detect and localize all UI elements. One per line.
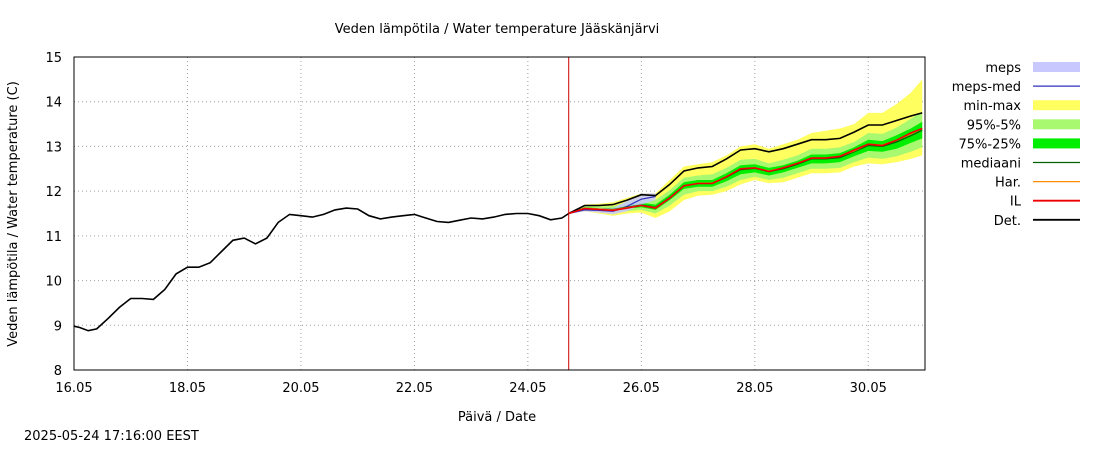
legend-label-har: Har. <box>995 176 1021 191</box>
legend-label-meps-med: meps-med <box>952 80 1021 95</box>
x-tick-label: 18.05 <box>169 381 206 396</box>
y-tick-label: 15 <box>45 51 62 66</box>
x-axis-label: Päivä / Date <box>458 410 536 425</box>
legend-swatch-meps <box>1033 62 1080 72</box>
axes: 16.05 18.05 20.05 22.05 24.05 26.05 28.05 30.05… <box>45 51 926 396</box>
y-tick-label: 12 <box>45 185 62 200</box>
x-tick-label: 20.05 <box>282 381 319 396</box>
y-tick-label: 11 <box>45 230 62 245</box>
y-tick-label: 14 <box>45 96 62 111</box>
legend-label-mediaani: mediaani <box>961 157 1021 172</box>
chart-title: Veden lämpötila / Water temperature Jääs… <box>335 22 660 37</box>
x-tick-label: 16.05 <box>55 381 92 396</box>
x-tick-label: 24.05 <box>509 381 546 396</box>
x-tick-label: 30.05 <box>850 381 887 396</box>
x-tick-label: 26.05 <box>623 381 660 396</box>
band-p95-5 <box>568 111 923 214</box>
legend-label-min-max: min-max <box>963 99 1021 114</box>
series-il <box>568 127 923 215</box>
series-meps-med <box>568 195 656 215</box>
x-tick-label: 28.05 <box>736 381 773 396</box>
y-tick-label: 13 <box>45 140 62 155</box>
series-det-observed <box>73 207 570 332</box>
legend-swatch-min-max <box>1033 100 1080 111</box>
band-min-max <box>568 79 923 219</box>
legend: meps meps-med min-max 95%-5% 75%-25% mediaani… <box>952 61 1080 229</box>
band-p75-25 <box>568 121 923 214</box>
plot-frame <box>73 56 926 371</box>
x-tick-label: 22.05 <box>396 381 433 396</box>
y-tick-label: 10 <box>45 275 62 290</box>
legend-label-det: Det. <box>994 214 1021 229</box>
legend-swatch-p75-25 <box>1033 138 1080 149</box>
y-tick-label: 9 <box>54 319 62 334</box>
legend-label-p75-25: 75%-25% <box>959 137 1021 152</box>
y-tick-label: 8 <box>54 364 62 379</box>
y-axis-label: Veden lämpötila / Water temperature (C) <box>6 81 21 347</box>
forecast-bands <box>568 79 923 219</box>
legend-label-meps: meps <box>985 61 1021 76</box>
series-lines <box>73 57 923 370</box>
legend-swatch-p95-5 <box>1033 119 1080 130</box>
legend-label-il: IL <box>1010 195 1022 210</box>
timestamp: 2025-05-24 17:16:00 EEST <box>24 429 199 444</box>
grid <box>74 57 925 370</box>
series-det <box>568 112 923 215</box>
legend-label-p95-5: 95%-5% <box>967 118 1021 133</box>
